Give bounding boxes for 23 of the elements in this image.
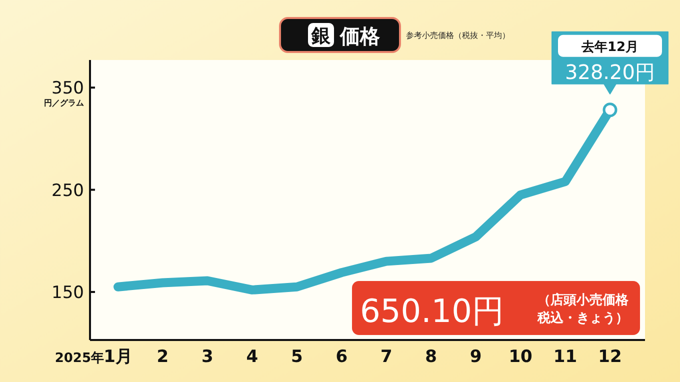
x-tick-label: 12 [598,347,622,367]
text: 去年12月 [580,40,639,55]
text: 2025年 [54,351,104,366]
y-tick-label: 250 [52,180,84,201]
y-tick-label: 350 [52,78,84,99]
x-tick-label: 3 [202,347,214,367]
x-tick-label: 11 [553,347,578,367]
x-tick-label: 7 [380,347,392,367]
y-tick-label: 150 [52,282,84,303]
x-tick-label: 2 [156,347,169,367]
data-label: 328.20円 [565,60,655,84]
x-tick-label: 8 [425,347,438,367]
x-tick-label: 5 [290,347,303,367]
annotation: 650.10円 [360,292,504,330]
x-tick-label: 6 [336,347,348,367]
chart-subtitle: 参考小売価格（税抜・平均） [406,31,510,40]
x-tick-label: 10 [508,347,533,367]
chart-title: 銀価格 [310,24,381,48]
annotation: （店頭小売価格税込・きょう） [536,292,630,326]
y-axis-title: 円／グラム [44,98,84,108]
x-tick-label: 9 [470,347,482,367]
x-tick-label: 4 [246,347,258,367]
x-tick-label: 1月 [104,347,132,367]
